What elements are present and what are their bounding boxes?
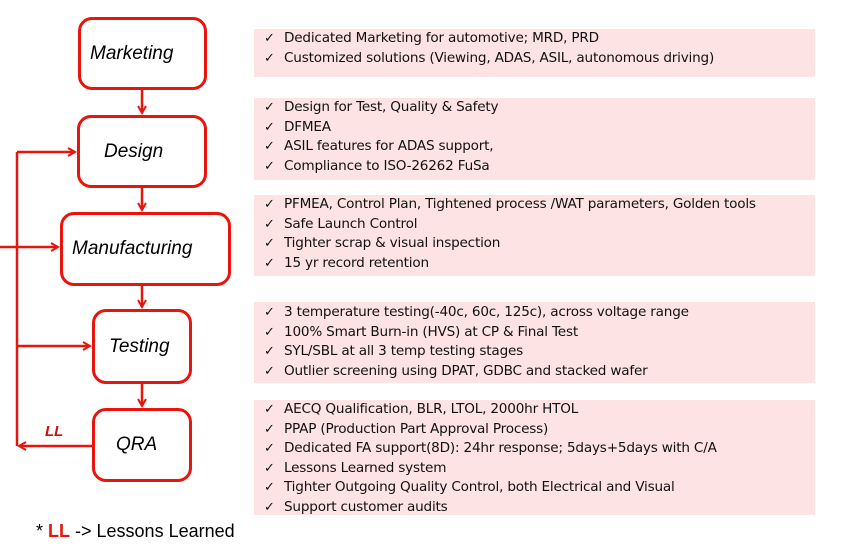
bullet-text: Dedicated Marketing for automotive; MRD,… bbox=[284, 30, 599, 46]
bullet-item: ✓ Dedicated Marketing for automotive; MRD… bbox=[264, 29, 815, 49]
check-icon: ✓ bbox=[264, 31, 275, 46]
bullet-item: ✓ Tighter Outgoing Quality Control, both … bbox=[264, 478, 815, 498]
bullet-item: ✓ Outlier screening using DPAT, GDBC and … bbox=[264, 362, 815, 382]
stage-label: Manufacturing bbox=[72, 238, 193, 259]
bullet-item: ✓ 3 temperature testing(-40c, 60c, 125c),… bbox=[264, 303, 815, 323]
stage-box-testing: Testing bbox=[92, 309, 192, 384]
check-icon: ✓ bbox=[264, 344, 275, 360]
check-icon: ✓ bbox=[264, 216, 275, 232]
bullet-item: ✓ Customized solutions (Viewing, ADAS, AS… bbox=[264, 49, 815, 69]
bullet-text: Tighter Outgoing Quality Control, both E… bbox=[284, 479, 675, 496]
bullet-item: ✓ Lessons Learned system bbox=[264, 459, 815, 479]
check-icon: ✓ bbox=[264, 139, 275, 155]
bullet-text: Support customer audits bbox=[284, 498, 448, 515]
bullet-item: ✓ Support customer audits bbox=[264, 498, 815, 518]
bullet-text: ASIL features for ADAS support, bbox=[284, 138, 494, 155]
stage-label: Marketing bbox=[90, 42, 174, 64]
bullet-text: Design for Test, Quality & Safety bbox=[284, 99, 499, 115]
stage-box-marketing: Marketing bbox=[78, 17, 207, 90]
panel-testing: ✓ 3 temperature testing(-40c, 60c, 125c),… bbox=[254, 302, 815, 383]
bullet-text: AECQ Qualification, BLR, LTOL, 2000hr HT… bbox=[284, 401, 579, 417]
bullet-text: Tighter scrap & visual inspection bbox=[284, 235, 501, 252]
bullet-item: ✓ Compliance to ISO-26262 FuSa bbox=[264, 157, 815, 177]
bullet-item: ✓ 100% Smart Burn-in (HVS) at CP & Final … bbox=[264, 323, 815, 343]
bullet-text: PPAP (Production Part Approval Process) bbox=[284, 420, 549, 437]
bullet-item: ✓ AECQ Qualification, BLR, LTOL, 2000hr H… bbox=[264, 400, 815, 420]
bullet-item: ✓ ASIL features for ADAS support, bbox=[264, 137, 815, 157]
bullet-item: ✓ PFMEA, Control Plan, Tightened process … bbox=[264, 195, 815, 215]
bullet-item: ✓ DFMEA bbox=[264, 118, 815, 138]
bullet-text: PFMEA, Control Plan, Tightened process /… bbox=[284, 196, 756, 212]
footnote-text: -> Lessons Learned bbox=[70, 521, 235, 541]
bullet-text: 100% Smart Burn-in (HVS) at CP & Final T… bbox=[284, 323, 578, 340]
check-icon: ✓ bbox=[264, 305, 275, 320]
bullet-text: SYL/SBL at all 3 temp testing stages bbox=[284, 343, 524, 360]
bullet-item: ✓ 15 yr record retention bbox=[264, 254, 815, 274]
check-icon: ✓ bbox=[264, 236, 275, 252]
panel-marketing: ✓ Dedicated Marketing for automotive; MRD… bbox=[254, 29, 815, 77]
footnote: * LL -> Lessons Learned bbox=[36, 521, 235, 542]
bullet-text: 15 yr record retention bbox=[284, 254, 429, 271]
footnote-prefix: * bbox=[36, 521, 49, 541]
stage-label: Testing bbox=[109, 335, 170, 357]
bullet-item: ✓ SYL/SBL at all 3 temp testing stages bbox=[264, 342, 815, 362]
bullet-item: ✓ Safe Launch Control bbox=[264, 215, 815, 235]
stage-box-design: Design bbox=[77, 115, 207, 188]
footnote-abbr: LL bbox=[48, 521, 71, 541]
check-icon: ✓ bbox=[264, 119, 275, 135]
stage-box-manufacturing: Manufacturing bbox=[60, 212, 231, 286]
feedback-label: LL bbox=[45, 423, 64, 440]
check-icon: ✓ bbox=[264, 421, 275, 437]
stage-box-qra: QRA bbox=[92, 408, 192, 482]
panel-qra: ✓ AECQ Qualification, BLR, LTOL, 2000hr H… bbox=[254, 400, 815, 515]
bullet-text: Dedicated FA support(8D): 24hr response;… bbox=[284, 440, 717, 457]
bullet-item: ✓ Dedicated FA support(8D): 24hr response… bbox=[264, 439, 815, 459]
bullet-text: 3 temperature testing(-40c, 60c, 125c), … bbox=[284, 304, 689, 320]
check-icon: ✓ bbox=[264, 460, 275, 476]
bullet-text: Outlier screening using DPAT, GDBC and s… bbox=[284, 362, 648, 379]
bullet-text: Compliance to ISO-26262 FuSa bbox=[284, 157, 490, 174]
check-icon: ✓ bbox=[264, 480, 275, 496]
panel-design: ✓ Design for Test, Quality & Safety ✓ DFMEA… bbox=[254, 98, 815, 180]
check-icon: ✓ bbox=[264, 402, 275, 417]
check-icon: ✓ bbox=[264, 441, 275, 457]
check-icon: ✓ bbox=[264, 255, 275, 271]
check-icon: ✓ bbox=[264, 100, 275, 115]
check-icon: ✓ bbox=[264, 324, 275, 340]
bullet-text: DFMEA bbox=[284, 118, 331, 135]
check-icon: ✓ bbox=[264, 158, 275, 174]
bullet-text: Customized solutions (Viewing, ADAS, ASI… bbox=[284, 49, 715, 66]
check-icon: ✓ bbox=[264, 499, 275, 515]
check-icon: ✓ bbox=[264, 363, 275, 379]
check-icon: ✓ bbox=[264, 50, 275, 66]
panel-manufacturing: ✓ PFMEA, Control Plan, Tightened process … bbox=[254, 195, 815, 276]
bullet-text: Safe Launch Control bbox=[284, 215, 418, 232]
stage-label: Design bbox=[104, 140, 164, 162]
bullet-item: ✓ Tighter scrap & visual inspection bbox=[264, 234, 815, 254]
stage-label: QRA bbox=[116, 434, 158, 455]
bullet-text: Lessons Learned system bbox=[284, 459, 447, 476]
check-icon: ✓ bbox=[264, 197, 275, 212]
bullet-item: ✓ PPAP (Production Part Approval Process) bbox=[264, 420, 815, 440]
bullet-item: ✓ Design for Test, Quality & Safety bbox=[264, 98, 815, 118]
